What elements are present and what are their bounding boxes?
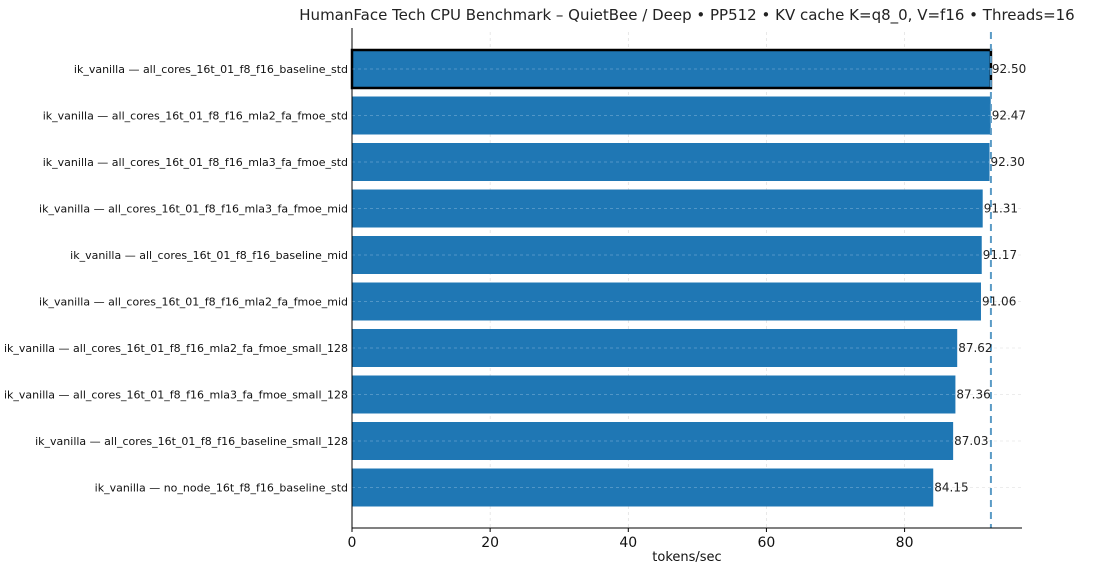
axis-layer: 0 20 40 60 80 [348, 28, 1022, 551]
chart-title: HumanFace Tech CPU Benchmark – QuietBee … [299, 6, 1074, 25]
value-label: 92.30 [991, 155, 1025, 169]
category-label: ik_vanilla — all_cores_16t_01_f8_f16_bas… [35, 435, 348, 448]
value-label: 84.15 [934, 481, 968, 495]
value-label: 87.03 [954, 434, 988, 448]
bar [352, 189, 983, 228]
x-axis-label: tokens/sec [652, 550, 721, 565]
value-label: 91.17 [983, 248, 1017, 262]
category-label: ik_vanilla — all_cores_16t_01_f8_f16_mla… [39, 203, 348, 216]
x-tick-label: 60 [758, 535, 776, 551]
category-label: ik_vanilla — no_node_16t_f8_f16_baseline… [95, 482, 348, 495]
category-label: ik_vanilla — all_cores_16t_01_f8_f16_bas… [70, 249, 348, 262]
category-label: ik_vanilla — all_cores_16t_01_f8_f16_mla… [39, 296, 348, 309]
value-label: 91.06 [982, 295, 1016, 309]
category-label: ik_vanilla — all_cores_16t_01_f8_f16_mla… [4, 389, 348, 402]
x-tick-label: 20 [481, 535, 499, 551]
x-tick-label: 40 [619, 535, 637, 551]
value-label: 92.47 [992, 109, 1026, 123]
value-label: 91.31 [984, 202, 1018, 216]
category-label: ik_vanilla — all_cores_16t_01_f8_f16_bas… [74, 63, 348, 76]
category-label: ik_vanilla — all_cores_16t_01_f8_f16_mla… [43, 156, 348, 169]
x-tick-label: 0 [348, 535, 357, 551]
category-label: ik_vanilla — all_cores_16t_01_f8_f16_mla… [4, 342, 348, 355]
value-label: 87.36 [956, 388, 990, 402]
value-label: 92.50 [992, 62, 1026, 76]
x-tick-label: 80 [896, 535, 914, 551]
category-label-layer: ik_vanilla — all_cores_16t_01_f8_f16_bas… [4, 63, 348, 495]
value-label: 87.62 [958, 341, 992, 355]
bar-layer [350, 48, 993, 507]
value-label-layer: 92.50 92.47 92.30 91.31 91.17 91.06 87.62 87.36… [934, 62, 1026, 495]
category-label: ik_vanilla — all_cores_16t_01_f8_f16_mla… [43, 110, 348, 123]
